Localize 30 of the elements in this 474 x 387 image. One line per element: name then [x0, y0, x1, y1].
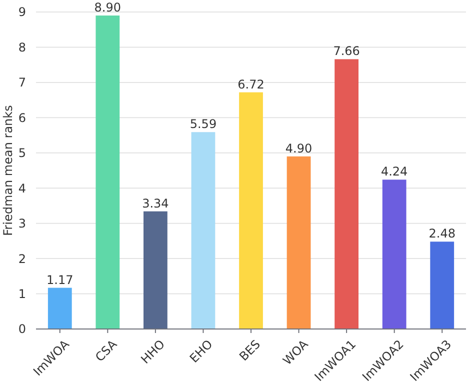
y-tick-label: 0: [18, 322, 26, 336]
data-label: 4.24: [380, 164, 408, 179]
bar: [334, 59, 358, 329]
y-tick-label: 7: [18, 76, 26, 90]
bar: [48, 288, 72, 329]
y-axis-title: Friedman mean ranks: [1, 105, 15, 236]
y-tick-label: 2: [18, 252, 26, 266]
bar: [191, 132, 216, 329]
bar: [430, 242, 454, 329]
bar: [144, 211, 168, 329]
data-label: 3.34: [142, 196, 169, 210]
y-tick-label: 1: [18, 286, 26, 301]
y-tick-label: 4: [18, 181, 26, 196]
y-tick-label: 8: [18, 40, 26, 54]
data-label: 8.90: [94, 0, 122, 15]
data-label: 1.17: [46, 272, 74, 287]
bar: [96, 16, 120, 329]
data-label: 6.72: [238, 77, 264, 92]
data-label: 5.59: [190, 117, 217, 132]
y-tick-label: 5: [18, 146, 26, 160]
y-tick-label: 3: [18, 216, 26, 231]
data-label: 7.66: [333, 44, 360, 58]
bar: [239, 92, 263, 329]
x-tick-label: CSA: [92, 336, 120, 364]
bar: [286, 156, 311, 329]
data-label: 2.48: [428, 226, 456, 241]
data-label: 4.90: [285, 141, 312, 156]
y-tick-label: 6: [18, 110, 26, 125]
y-tick-label: 9: [18, 5, 26, 20]
bar: [382, 180, 406, 329]
